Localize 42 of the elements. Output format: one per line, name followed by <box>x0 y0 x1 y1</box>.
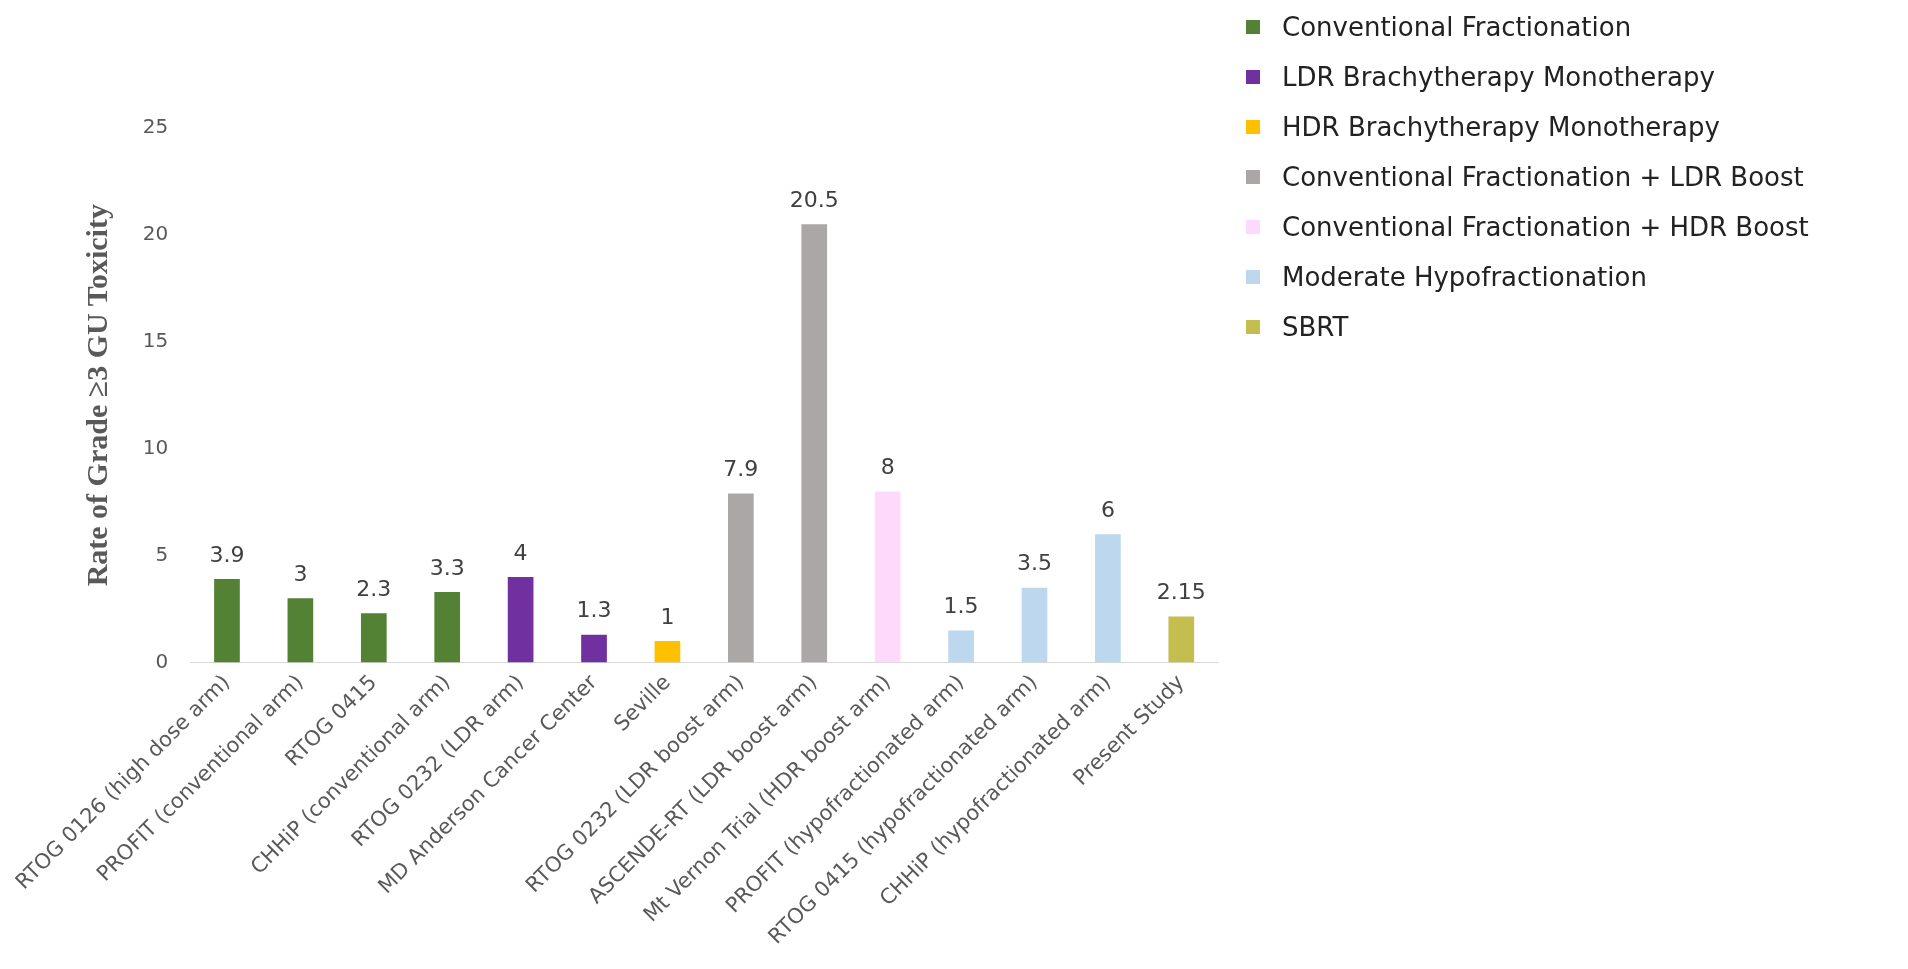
data-label: 2.3 <box>356 576 392 602</box>
legend-label: Conventional Fractionation + HDR Boost <box>1282 212 1809 242</box>
data-label: 3.3 <box>429 554 465 580</box>
bar <box>1168 616 1195 663</box>
bar <box>507 576 534 663</box>
data-label: 2.15 <box>1156 579 1206 605</box>
y-tick-label: 5 <box>155 541 169 566</box>
data-label: 8 <box>880 454 895 480</box>
data-label: 3 <box>293 561 308 587</box>
data-label: 20.5 <box>789 186 839 212</box>
data-label: 7.9 <box>723 456 759 482</box>
legend-label: Conventional Fractionation + LDR Boost <box>1282 162 1804 192</box>
data-label: 3.5 <box>1016 550 1052 576</box>
y-tick-label: 10 <box>142 434 169 459</box>
bar <box>434 591 461 663</box>
data-label: 1.3 <box>576 597 612 623</box>
bar <box>360 613 387 663</box>
bar <box>214 579 240 663</box>
data-label: 1.5 <box>943 593 979 619</box>
data-label: 4 <box>513 539 528 565</box>
data-label: 1 <box>660 603 675 629</box>
legend-label: Conventional Fractionation <box>1282 12 1632 42</box>
data-label: 6 <box>1100 496 1115 522</box>
bar <box>287 598 314 663</box>
legend-label: Moderate Hypofractionation <box>1282 262 1647 292</box>
data-label: 3.9 <box>209 541 245 567</box>
bar <box>1021 587 1048 663</box>
y-tick-label: 15 <box>142 328 169 352</box>
bar <box>948 630 974 663</box>
legend-label: LDR Brachytherapy Monotherapy <box>1282 62 1715 92</box>
bar <box>654 641 681 663</box>
y-tick-label: 25 <box>142 114 169 139</box>
bar <box>727 493 754 663</box>
bar <box>801 224 828 663</box>
y-axis-title: Rate of Grade ≥3 GU Toxicity <box>79 204 113 587</box>
y-tick-label: 20 <box>142 221 169 246</box>
legend-label: SBRT <box>1282 312 1349 342</box>
bar <box>874 491 901 663</box>
bar <box>581 634 607 663</box>
y-tick-label: 0 <box>155 648 169 673</box>
bar <box>1095 534 1121 663</box>
legend-label: HDR Brachytherapy Monotherapy <box>1282 112 1720 142</box>
